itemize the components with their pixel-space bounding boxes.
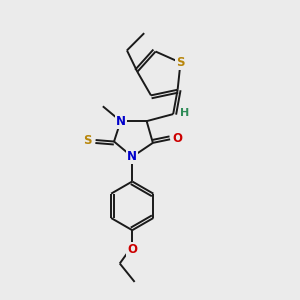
Text: S: S (83, 134, 92, 146)
Text: N: N (127, 150, 137, 163)
Text: O: O (173, 132, 183, 145)
Text: N: N (116, 115, 126, 128)
Text: H: H (180, 108, 189, 118)
Text: O: O (127, 243, 137, 256)
Text: S: S (176, 56, 185, 69)
